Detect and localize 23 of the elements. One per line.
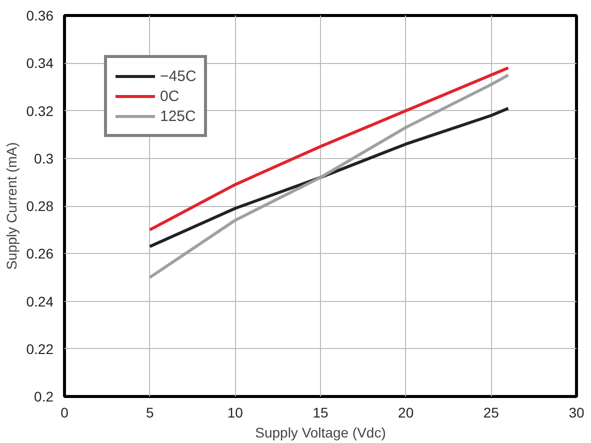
- y-tick-label: 0.22: [26, 340, 54, 357]
- legend-label: −45C: [160, 68, 196, 84]
- line-series: [148, 66, 510, 232]
- x-axis-title: Supply Voltage (Vdc): [255, 424, 386, 440]
- x-tick-label: 25: [483, 404, 500, 420]
- y-tick-label: 0.32: [26, 102, 54, 119]
- x-tick-label: 10: [227, 404, 244, 420]
- legend-label: 125C: [160, 108, 196, 124]
- x-tick-label: 0: [60, 404, 69, 420]
- y-tick-label: 0.3: [34, 150, 54, 166]
- legend-label: 0C: [160, 88, 180, 104]
- x-tick-label: 15: [312, 404, 328, 420]
- x-tick-label: 30: [568, 404, 584, 420]
- y-tick-label: 0.34: [26, 55, 54, 72]
- y-tick-label: 0.28: [26, 198, 54, 214]
- x-tick-label: 20: [398, 404, 414, 420]
- x-tick-label: 5: [146, 404, 154, 420]
- y-tick-label: 0.2: [34, 388, 54, 404]
- y-tick-label: 0.24: [26, 293, 54, 310]
- y-axis-title: Supply Current (mA): [3, 142, 20, 270]
- line-series: [148, 106, 510, 248]
- y-tick-label: 0.26: [26, 246, 54, 262]
- y-tick-label: 0.36: [26, 8, 54, 24]
